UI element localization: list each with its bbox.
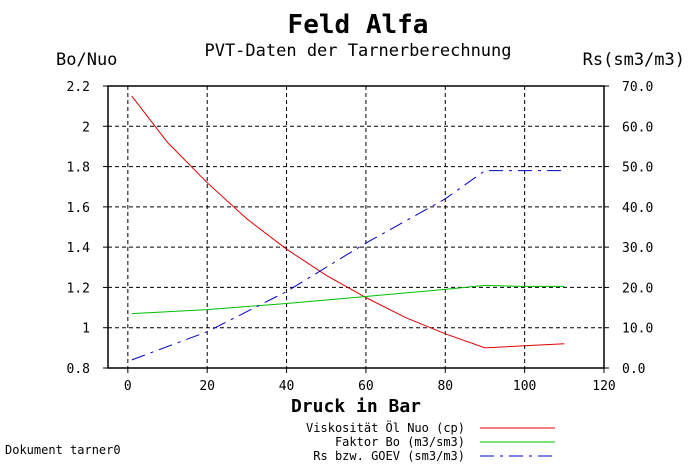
x-tick-label: 20 [199,379,215,394]
x-tick-label: 60 [358,379,374,394]
y-axis-left-label: Bo/Nuo [56,50,117,70]
y-left-tick-label: 2 [82,120,90,135]
y-left-tick-label: 1.8 [67,161,90,176]
x-axis-label: Druck in Bar [291,396,421,417]
legend-label-2: Faktor Bo (m3/sm3) [335,435,465,449]
y-right-tick-label: 60.0 [622,120,653,135]
plot-frame [107,85,605,369]
grid [108,86,604,368]
y-right-tick-label: 40.0 [622,201,653,216]
y-left-tick-label: 1.6 [67,201,90,216]
y-left-tick-label: 0.8 [67,362,90,377]
y-right-tick-label: 20.0 [622,281,653,296]
x-tick-label: 100 [513,379,536,394]
y-right-tick-label: 10.0 [622,322,653,337]
series-group [131,95,565,361]
y-right-tick-label: 30.0 [622,241,653,256]
y-left-tick-label: 2.2 [67,80,90,95]
x-tick-label: 0 [124,379,132,394]
y-axis-right-label: Rs(sm3/m3) [583,50,685,70]
chart-title: Feld Alfa [288,10,429,40]
document-label: Dokument tarner0 [5,443,121,457]
series-line-3 [131,170,565,361]
legend-label-3: Rs bzw. GOEV (sm3/m3) [313,449,465,463]
series-line-2 [131,284,565,315]
y-left-tick-label: 1 [82,322,90,337]
x-tick-label: 40 [279,379,295,394]
y-right-tick-label: 50.0 [622,161,653,176]
y-left-tick-label: 1.4 [67,241,91,256]
x-tick-label: 80 [437,379,453,394]
y-axis-left: 0.8 1 1.2 1.4 1.6 1.8 2 2.2 [67,80,108,377]
x-axis: 0 20 40 60 80 100 120 [124,368,616,394]
legend-label-1: Viskosität Öl Nuo (cp) [306,419,465,435]
y-right-tick-label: 70.0 [622,80,653,95]
chart-subtitle: PVT-Daten der Tarnerberechnung [204,41,511,61]
y-axis-right: 0.0 10.0 20.0 30.0 40.0 50.0 60.0 70.0 [604,80,653,377]
x-tick-label: 120 [592,379,615,394]
y-left-tick-label: 1.2 [67,281,90,296]
legend: Viskosität Öl Nuo (cp)Faktor Bo (m3/sm3)… [306,419,555,463]
series-line-1 [131,95,565,349]
y-right-tick-label: 0.0 [622,362,645,377]
